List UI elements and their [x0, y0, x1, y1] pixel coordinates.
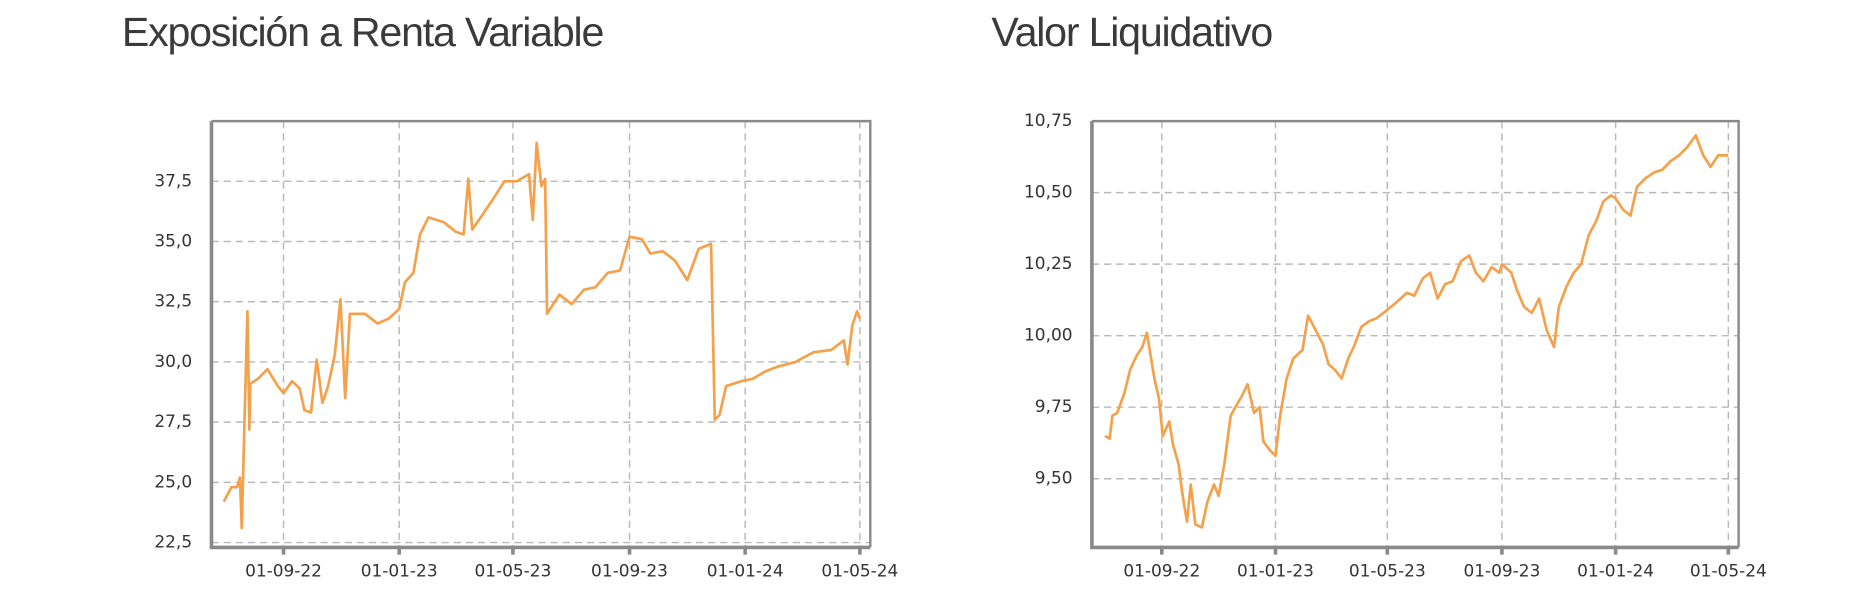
y-tick-label: 25,0 [154, 471, 192, 491]
y-tick-label: 22,5 [154, 532, 192, 552]
chart-title: Exposición a Renta Variable [122, 9, 604, 55]
x-tick-label: 01-09-23 [1463, 561, 1540, 581]
chart-title: Valor Liquidativo [991, 9, 1272, 55]
y-tick-label: 32,5 [154, 291, 192, 311]
x-tick-label: 01-09-23 [591, 561, 668, 581]
x-tick-label: 01-01-24 [1577, 561, 1654, 581]
y-tick-label: 9,75 [1035, 396, 1073, 416]
frame [211, 119, 872, 548]
x-tick-label: 01-05-24 [821, 561, 898, 581]
y-tick-label: 10,50 [1024, 182, 1073, 202]
y-tick-label: 35,0 [154, 231, 192, 251]
x-tick-label: 01-01-23 [1237, 561, 1314, 581]
axis [1090, 121, 1739, 550]
x-tick-label: 01-09-22 [1123, 561, 1200, 581]
y-tick-label: 27,5 [154, 411, 192, 431]
x-tick-label: 01-05-24 [1690, 561, 1767, 581]
y-tick-label: 10,00 [1024, 325, 1073, 345]
data-line [1104, 134, 1729, 529]
axis [209, 121, 871, 550]
x-tick-label: 01-05-23 [474, 561, 551, 581]
x-tick-label: 01-05-23 [1349, 561, 1426, 581]
x-tick-label: 01-01-23 [361, 561, 438, 581]
frame [1091, 119, 1740, 548]
y-tick-label: 37,5 [154, 170, 192, 190]
y-tick-label: 30,0 [154, 351, 192, 371]
y-tick-label: 10,75 [1024, 110, 1073, 130]
x-tick-label: 01-01-24 [707, 561, 784, 581]
y-tick-label: 9,50 [1035, 468, 1073, 488]
data-line [222, 141, 862, 530]
x-tick-label: 01-09-22 [245, 561, 322, 581]
y-tick-label: 10,25 [1024, 253, 1073, 273]
